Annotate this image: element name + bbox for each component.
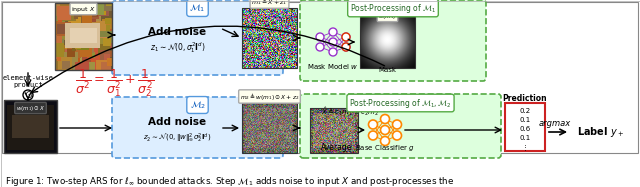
Text: 0.2: 0.2: [520, 108, 531, 114]
FancyBboxPatch shape: [112, 97, 283, 158]
Text: Label $y_+$: Label $y_+$: [577, 125, 624, 139]
Text: Base Classifier $g$: Base Classifier $g$: [355, 143, 415, 153]
Text: $\dfrac{1}{\sigma^2} = \dfrac{1}{\sigma_1^2} + \dfrac{1}{\sigma_2^2}$: $\dfrac{1}{\sigma^2} = \dfrac{1}{\sigma_…: [76, 67, 154, 99]
Circle shape: [329, 28, 337, 36]
Text: $\mathcal{M}_2$: $\mathcal{M}_2$: [189, 99, 205, 111]
Circle shape: [23, 90, 33, 100]
Circle shape: [369, 131, 378, 140]
Circle shape: [342, 33, 350, 41]
Circle shape: [369, 120, 378, 129]
Circle shape: [381, 114, 390, 123]
Text: Average: Average: [321, 142, 353, 151]
Text: ⊙: ⊙: [24, 90, 32, 100]
FancyBboxPatch shape: [505, 103, 545, 151]
Text: Prediction: Prediction: [502, 94, 547, 102]
Text: argmax: argmax: [539, 119, 571, 128]
Text: Add noise: Add noise: [148, 117, 207, 127]
Bar: [242, 103, 297, 153]
Circle shape: [329, 48, 337, 56]
Text: 0.6: 0.6: [520, 126, 531, 132]
Bar: [4, 100, 57, 153]
Text: element-wise: element-wise: [3, 75, 54, 81]
Circle shape: [329, 38, 337, 46]
Text: input $X$: input $X$: [71, 4, 96, 13]
Text: $z_2 \sim \mathcal{N}(0, \|w\|_\infty^2\sigma_2^2\mathbf{I}^d)$: $z_2 \sim \mathcal{N}(0, \|w\|_\infty^2\…: [143, 131, 212, 145]
Circle shape: [381, 125, 390, 134]
Text: Figure 1: Two-step ARS for $\ell_\infty$ bounded attacks. Step $\mathcal{M}_1$ a: Figure 1: Two-step ARS for $\ell_\infty$…: [5, 176, 454, 187]
Bar: [55, 3, 112, 70]
Text: Mask Model $w$: Mask Model $w$: [307, 62, 358, 70]
Circle shape: [381, 137, 390, 145]
Text: $m_1 \triangleq X + z_1$: $m_1 \triangleq X + z_1$: [252, 0, 287, 7]
Circle shape: [342, 33, 350, 41]
Text: $m_2 \triangleq w(m_1)\odot X + z_2$: $m_2 \triangleq w(m_1)\odot X + z_2$: [240, 91, 299, 102]
FancyBboxPatch shape: [300, 94, 501, 158]
FancyBboxPatch shape: [112, 1, 283, 75]
Text: 0.1: 0.1: [520, 117, 531, 123]
Text: $z_1 \sim \mathcal{N}(0, \sigma_1^2\mathbf{I}^d)$: $z_1 \sim \mathcal{N}(0, \sigma_1^2\math…: [150, 41, 205, 56]
Text: 0.1: 0.1: [520, 135, 531, 141]
Circle shape: [392, 131, 401, 140]
Text: $\hat{X} \triangleq c_1m_1 + c_2m_2$: $\hat{X} \triangleq c_1m_1 + c_2m_2$: [321, 106, 380, 118]
FancyBboxPatch shape: [300, 0, 486, 81]
Bar: [360, 10, 415, 68]
Text: product: product: [13, 82, 43, 88]
Circle shape: [342, 43, 350, 51]
Text: $w(m_1)\odot X$: $w(m_1)\odot X$: [16, 103, 45, 113]
Bar: [310, 108, 358, 153]
Text: ⋮: ⋮: [522, 144, 529, 150]
Text: Post-Processing of $\mathcal{M}_1$: Post-Processing of $\mathcal{M}_1$: [350, 1, 436, 15]
Text: $\mathcal{M}_1$: $\mathcal{M}_1$: [189, 2, 205, 14]
Text: Mask: Mask: [378, 67, 397, 73]
Bar: [242, 8, 297, 68]
Text: Post-Processing of $\mathcal{M}_1, \mathcal{M}_2$: Post-Processing of $\mathcal{M}_1, \math…: [349, 96, 452, 110]
Circle shape: [342, 43, 350, 51]
Text: $w(m_1)$: $w(m_1)$: [378, 11, 397, 21]
Circle shape: [392, 120, 401, 129]
Circle shape: [316, 33, 324, 41]
Text: Add noise: Add noise: [148, 27, 207, 37]
Circle shape: [316, 43, 324, 51]
